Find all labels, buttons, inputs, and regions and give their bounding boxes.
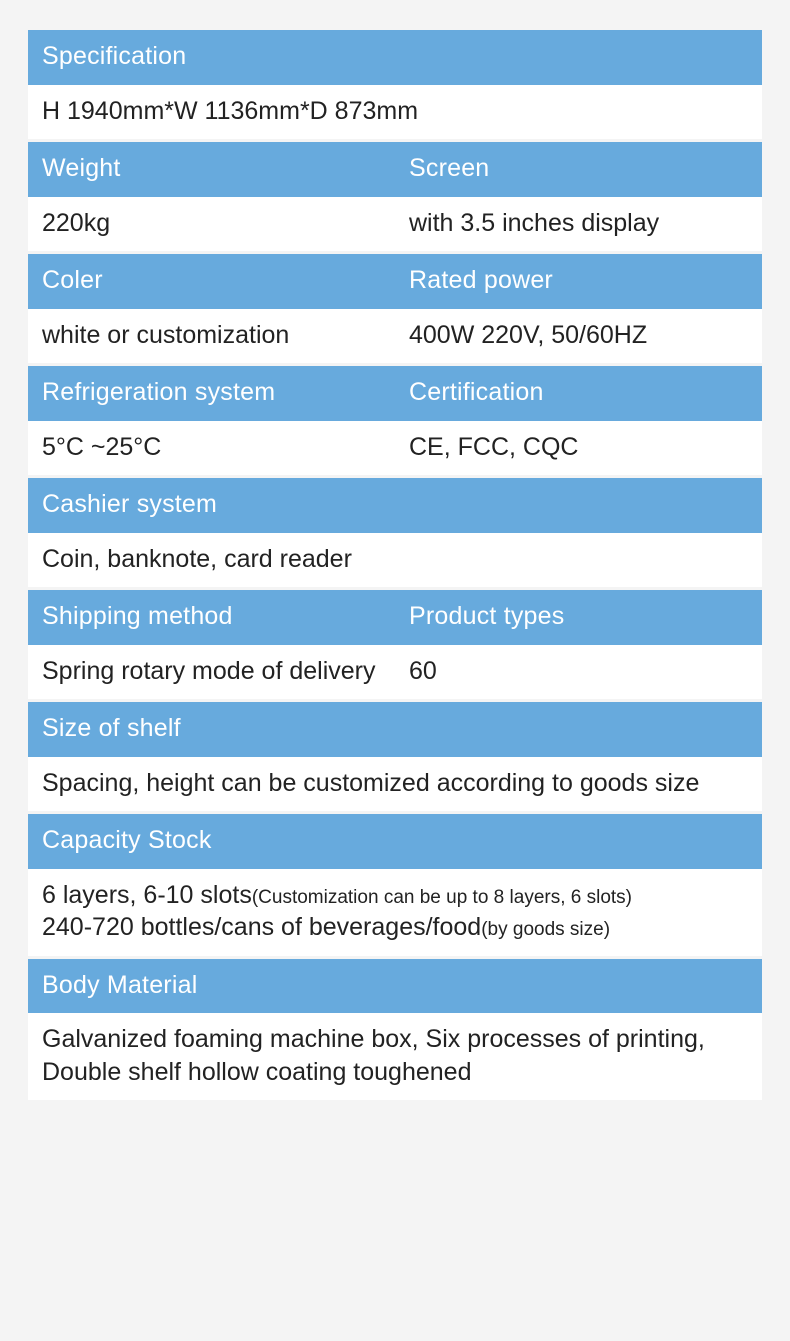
- spec-table: Specification H 1940mm*W 1136mm*D 873mm …: [28, 30, 762, 1100]
- table-header-row: Capacity Stock: [28, 814, 762, 869]
- capacity-line1-main: 6 layers, 6-10 slots: [42, 881, 252, 909]
- value-weight: 220kg: [28, 197, 395, 252]
- header-certification: Certification: [395, 366, 762, 421]
- table-value-row: Spacing, height can be customized accord…: [28, 757, 762, 812]
- capacity-line2-note: (by goods size): [481, 919, 610, 940]
- value-shipping-method: Spring rotary mode of delivery: [28, 645, 395, 700]
- table-header-row: Refrigeration system Certification: [28, 366, 762, 421]
- header-cashier-system: Cashier system: [28, 478, 762, 533]
- header-size-of-shelf: Size of shelf: [28, 702, 762, 757]
- table-header-row: Cashier system: [28, 478, 762, 533]
- value-certification: CE, FCC, CQC: [395, 421, 762, 476]
- value-color: white or customization: [28, 309, 395, 364]
- header-refrigeration: Refrigeration system: [28, 366, 395, 421]
- value-specification: H 1940mm*W 1136mm*D 873mm: [28, 85, 762, 140]
- value-rated-power: 400W 220V, 50/60HZ: [395, 309, 762, 364]
- capacity-line1-note: (Customization can be up to 8 layers, 6 …: [252, 887, 632, 908]
- table-value-row: Spring rotary mode of delivery 60: [28, 645, 762, 700]
- value-cashier-system: Coin, banknote, card reader: [28, 533, 762, 588]
- header-body-material: Body Material: [28, 959, 762, 1014]
- table-value-row: white or customization 400W 220V, 50/60H…: [28, 309, 762, 364]
- table-value-row: 220kg with 3.5 inches display: [28, 197, 762, 252]
- value-refrigeration: 5°C ~25°C: [28, 421, 395, 476]
- table-header-row: Coler Rated power: [28, 254, 762, 309]
- capacity-line2-main: 240-720 bottles/cans of beverages/food: [42, 913, 481, 941]
- header-product-types: Product types: [395, 590, 762, 645]
- header-color: Coler: [28, 254, 395, 309]
- value-product-types: 60: [395, 645, 762, 700]
- table-value-row: Galvanized foaming machine box, Six proc…: [28, 1013, 762, 1100]
- table-value-row: 6 layers, 6-10 slots(Customization can b…: [28, 869, 762, 956]
- value-capacity-stock: 6 layers, 6-10 slots(Customization can b…: [28, 869, 762, 956]
- value-size-of-shelf: Spacing, height can be customized accord…: [28, 757, 762, 812]
- table-header-row: Size of shelf: [28, 702, 762, 757]
- table-header-row: Shipping method Product types: [28, 590, 762, 645]
- header-specification: Specification: [28, 30, 762, 85]
- table-header-row: Specification: [28, 30, 762, 85]
- table-value-row: H 1940mm*W 1136mm*D 873mm: [28, 85, 762, 140]
- header-screen: Screen: [395, 142, 762, 197]
- header-weight: Weight: [28, 142, 395, 197]
- table-value-row: Coin, banknote, card reader: [28, 533, 762, 588]
- table-value-row: 5°C ~25°C CE, FCC, CQC: [28, 421, 762, 476]
- header-capacity-stock: Capacity Stock: [28, 814, 762, 869]
- table-header-row: Weight Screen: [28, 142, 762, 197]
- header-rated-power: Rated power: [395, 254, 762, 309]
- table-header-row: Body Material: [28, 959, 762, 1014]
- value-body-material: Galvanized foaming machine box, Six proc…: [28, 1013, 762, 1100]
- header-shipping-method: Shipping method: [28, 590, 395, 645]
- value-screen: with 3.5 inches display: [395, 197, 762, 252]
